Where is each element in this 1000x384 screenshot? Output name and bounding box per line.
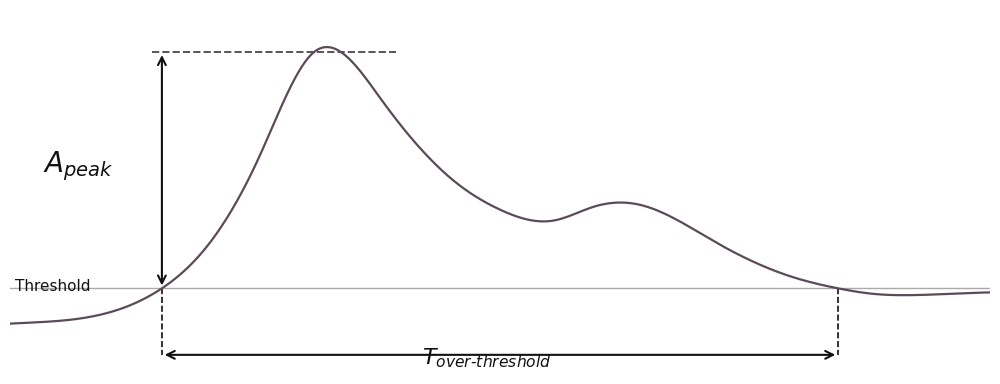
Text: $T_{over\text{-}threshold}$: $T_{over\text{-}threshold}$ bbox=[422, 347, 551, 370]
Text: Threshold: Threshold bbox=[15, 280, 90, 295]
Text: $A_{peak}$: $A_{peak}$ bbox=[43, 149, 114, 183]
